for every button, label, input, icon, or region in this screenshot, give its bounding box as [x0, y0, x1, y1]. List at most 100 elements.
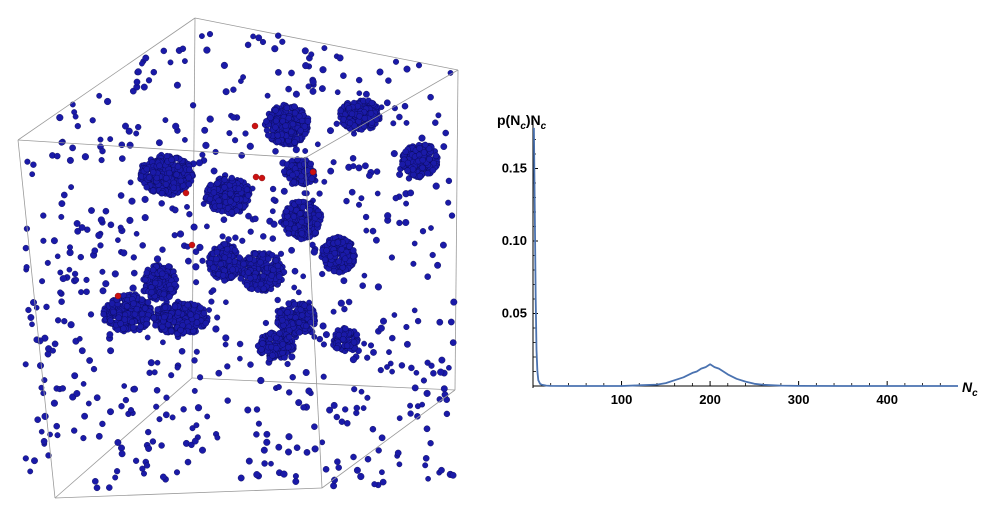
box-edge [304, 69, 459, 159]
particle [198, 33, 205, 40]
particle [206, 115, 214, 123]
particle [204, 413, 211, 420]
particle [231, 246, 239, 254]
particle [268, 460, 274, 467]
particle [259, 250, 266, 258]
particle [243, 282, 251, 289]
particle [263, 438, 271, 446]
particle [257, 259, 264, 266]
particle [31, 457, 38, 465]
particle [377, 367, 384, 374]
particle [51, 340, 59, 348]
particle [322, 465, 330, 473]
particle [422, 455, 430, 462]
particle [173, 81, 181, 89]
particle [403, 65, 411, 73]
particle [86, 357, 93, 364]
x-axis-label: Nc [962, 379, 978, 399]
particle [336, 54, 344, 62]
particle [245, 212, 252, 220]
particle [197, 374, 204, 381]
particle [319, 270, 326, 278]
particle [264, 92, 271, 99]
particle [260, 446, 268, 454]
particle [190, 223, 198, 231]
particle [22, 361, 29, 368]
particle [149, 169, 157, 176]
particle [133, 230, 140, 237]
particle [137, 323, 144, 330]
particle [174, 364, 181, 371]
particle [163, 174, 170, 182]
particle [252, 215, 259, 223]
particle [45, 452, 52, 459]
particle [117, 320, 124, 327]
particle [419, 401, 426, 408]
particle [291, 109, 299, 117]
particle [29, 171, 36, 178]
particle [166, 169, 173, 177]
particle [267, 114, 274, 121]
particle [320, 341, 327, 348]
particle [83, 276, 90, 283]
particle [367, 342, 375, 349]
particle [107, 136, 114, 143]
particle [333, 345, 341, 352]
particle [117, 192, 125, 199]
particle [81, 412, 89, 420]
particle [224, 205, 232, 212]
particle [290, 213, 298, 220]
particle [373, 168, 381, 175]
particle [279, 38, 286, 45]
particle [305, 387, 313, 395]
particle [353, 331, 361, 338]
particle [98, 157, 105, 164]
particle [288, 69, 295, 77]
particle [133, 305, 141, 313]
particle [184, 301, 191, 309]
particle [139, 242, 146, 249]
particle [81, 153, 89, 161]
particle [204, 223, 210, 230]
particle [173, 469, 181, 476]
particle [270, 196, 277, 203]
particle [43, 303, 50, 311]
particle [342, 325, 349, 332]
particle [226, 130, 233, 137]
particle [97, 242, 104, 249]
particle [214, 434, 221, 441]
y-label-base: p(N [497, 112, 520, 128]
particle [200, 310, 208, 317]
particle [432, 152, 440, 159]
particle [240, 260, 247, 268]
particle [149, 266, 157, 274]
particle [407, 189, 415, 197]
particle [334, 89, 341, 96]
particle [93, 484, 101, 492]
particle [141, 214, 149, 222]
box-edge [321, 389, 456, 489]
particle [367, 110, 375, 117]
particle [326, 406, 334, 414]
particle [430, 370, 437, 377]
particle [227, 198, 234, 205]
y-tick-label: 0.10 [502, 233, 527, 248]
particle [291, 103, 298, 110]
particle [423, 425, 431, 433]
particle [139, 60, 145, 67]
particle [237, 474, 245, 482]
particle [162, 181, 170, 188]
particle [368, 99, 376, 107]
particle [282, 219, 290, 227]
particle [280, 187, 288, 195]
particle [272, 148, 279, 155]
particle [291, 224, 299, 232]
particle [438, 466, 445, 474]
particle [362, 162, 369, 170]
particle [210, 189, 218, 196]
particle [285, 344, 292, 351]
particle [279, 317, 286, 324]
particle [321, 178, 328, 185]
x-label-sub: c [972, 388, 978, 399]
particle [208, 298, 215, 305]
